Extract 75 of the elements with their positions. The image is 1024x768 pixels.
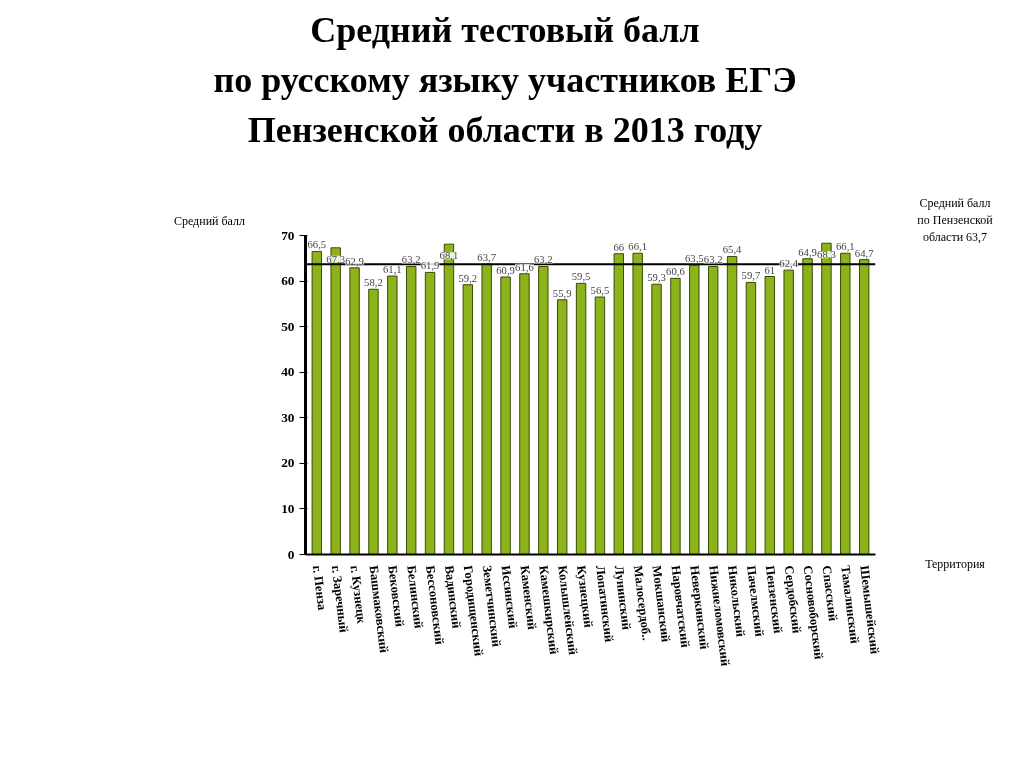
data-label: 61,1 — [383, 264, 402, 276]
bar — [632, 252, 643, 555]
data-label: 66,5 — [307, 239, 327, 251]
data-label: 60,6 — [666, 266, 686, 278]
ref-line-label: Средний балл по Пензенской области 63,7 — [916, 195, 994, 247]
bar — [519, 273, 530, 555]
bar — [613, 253, 625, 555]
data-label: 61,9 — [420, 260, 440, 272]
x-tick-label: Бековский — [385, 564, 407, 628]
y-axis-title: Средний балл — [172, 213, 245, 230]
bar — [387, 275, 398, 555]
bar — [783, 269, 794, 555]
data-label: 63,2 — [703, 254, 723, 266]
data-label: 64,9 — [798, 246, 817, 258]
y-tick-label: 40 — [281, 364, 295, 380]
bar — [745, 281, 757, 555]
bar — [405, 265, 417, 555]
data-label: 64,7 — [854, 247, 875, 259]
y-tick-label: 0 — [287, 546, 295, 562]
x-tick-label: Белинский — [404, 564, 426, 630]
bar — [424, 271, 436, 555]
data-label: 55,9 — [552, 287, 572, 299]
y-tick-label: 10 — [281, 500, 295, 516]
data-label: 67,3 — [326, 253, 346, 265]
bar — [500, 276, 511, 555]
data-label: 66 — [613, 241, 625, 253]
x-tick-label: г. Пенза — [309, 564, 330, 612]
x-tick-label: Лунинский — [611, 564, 634, 631]
y-tick-label: 30 — [281, 409, 295, 425]
bar — [840, 252, 851, 555]
bar — [575, 282, 587, 555]
data-label: 65,4 — [722, 244, 743, 256]
data-label: 63,7 — [477, 252, 497, 264]
bar — [538, 265, 549, 555]
x-tick-label: Спасский — [819, 564, 841, 622]
bar — [594, 296, 606, 555]
data-label: 56,5 — [590, 285, 610, 297]
data-label: 58,2 — [364, 277, 383, 289]
bar — [689, 264, 700, 555]
bar — [858, 259, 870, 555]
data-label: 63,2 — [401, 254, 421, 266]
data-label: 62,4 — [779, 258, 799, 270]
x-axis-title: Территория — [924, 556, 986, 574]
data-label: 63,2 — [533, 254, 553, 266]
bar — [670, 277, 681, 555]
bar — [726, 255, 738, 555]
y-tick-label: 70 — [281, 227, 295, 243]
y-tick-label: 20 — [281, 455, 295, 471]
data-label: 61 — [764, 264, 776, 276]
bar — [651, 283, 662, 555]
bar — [481, 263, 492, 555]
data-label: 59,2 — [458, 272, 478, 284]
data-label: 62,9 — [345, 255, 364, 267]
data-label: 61,6 — [515, 261, 535, 273]
data-label: 68,1 — [439, 250, 459, 262]
bar — [764, 276, 776, 555]
y-tick-label: 50 — [281, 318, 295, 334]
data-label: 59,5 — [571, 271, 591, 283]
y-tick-label: 60 — [281, 273, 295, 289]
data-label: 59,7 — [741, 270, 761, 282]
data-label: 66,1 — [628, 241, 648, 253]
data-label: 68,3 — [817, 249, 836, 261]
bar — [368, 288, 379, 555]
data-label: 66,1 — [835, 241, 855, 253]
bar — [556, 299, 568, 555]
bar — [707, 265, 719, 555]
data-label: 59,3 — [647, 272, 666, 284]
chart-title: Средний тестовый балл по русскому языку участников ЕГЭ Пензенской области в 2013 году — [212, 9, 798, 152]
bar — [802, 258, 813, 555]
data-label: 63,5 — [684, 253, 704, 265]
bar — [462, 284, 474, 555]
x-tick-label: Никольский — [725, 564, 748, 638]
x-tick-label: Вадинский — [441, 564, 464, 630]
data-label: 60,9 — [496, 264, 515, 276]
bar — [311, 250, 323, 555]
